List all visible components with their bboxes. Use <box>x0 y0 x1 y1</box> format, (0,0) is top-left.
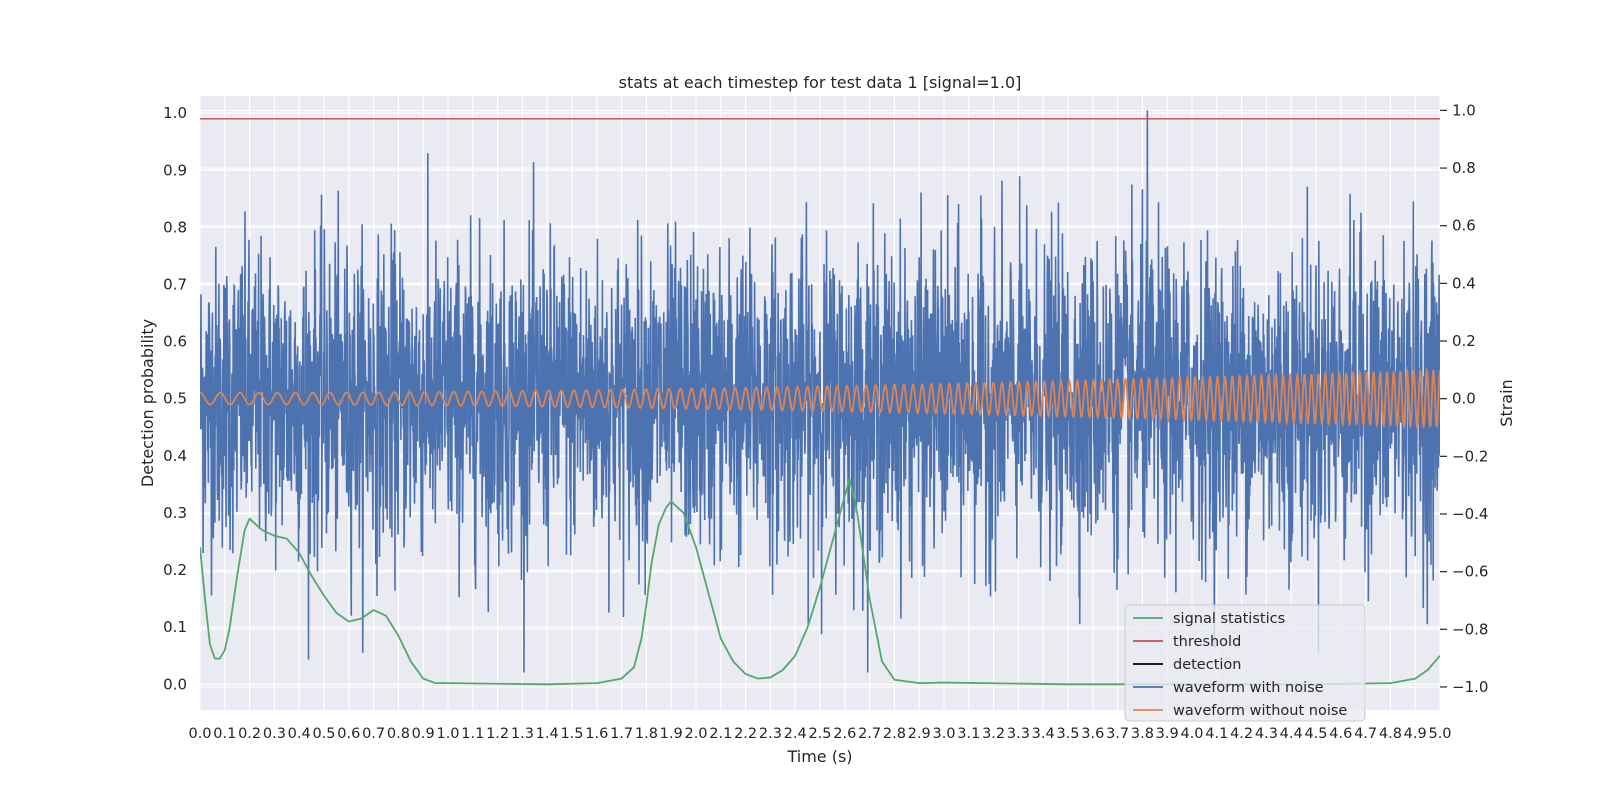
right-y-axis: −1.0 −0.8 −0.6 −0.4 −0.2 0.0 0.2 0.4 0.6 0.8 1.0 <box>1440 101 1488 696</box>
left-y-tick-label: 0.2 <box>163 561 187 579</box>
legend: signal statistics threshold detection wavef… <box>1124 604 1366 722</box>
left-y-tick-label: 0.9 <box>163 161 187 179</box>
x-tick-label: 1.0 <box>436 726 459 742</box>
x-tick-label: 2.1 <box>709 726 732 742</box>
x-tick-label: 2.5 <box>808 726 831 742</box>
x-tick-label: 0.2 <box>238 726 261 742</box>
x-axis-title: Time (s) <box>786 747 852 766</box>
right-y-tick-label: 0.4 <box>1452 274 1476 292</box>
x-tick-label: 1.7 <box>610 726 633 742</box>
x-tick-label: 0.1 <box>213 726 236 742</box>
x-tick-label: 2.0 <box>684 726 707 742</box>
left-y-tick-label: 0.0 <box>163 675 187 693</box>
legend-label: detection <box>1173 657 1241 673</box>
right-y-tick-label: −1.0 <box>1452 678 1488 696</box>
x-tick-label: 1.6 <box>585 726 608 742</box>
x-tick-label: 4.3 <box>1255 726 1278 742</box>
legend-label: waveform without noise <box>1173 703 1347 719</box>
x-tick-label: 0.8 <box>387 726 410 742</box>
x-tick-label: 2.8 <box>883 726 906 742</box>
x-tick-label: 2.2 <box>734 726 757 742</box>
right-y-tick-label: −0.6 <box>1452 563 1488 581</box>
x-tick-label: 0.0 <box>188 726 211 742</box>
left-y-axis: 0.0 0.1 0.2 0.3 0.4 0.5 0.6 0.7 0.8 0.9 1.0 <box>163 104 187 693</box>
left-y-tick-label: 0.7 <box>163 275 187 293</box>
right-y-tick-label: −0.2 <box>1452 447 1488 465</box>
right-y-tick-label: 1.0 <box>1452 101 1476 119</box>
x-tick-label: 0.9 <box>412 726 435 742</box>
x-tick-label: 1.3 <box>511 726 534 742</box>
x-axis: 0.0 0.1 0.2 0.3 0.4 0.5 0.6 0.7 0.8 0.9 1.0 1.1 1.2 1… <box>188 726 1451 742</box>
x-tick-label: 0.3 <box>263 726 286 742</box>
x-tick-label: 3.9 <box>1156 726 1179 742</box>
right-y-tick-label: −0.4 <box>1452 505 1488 523</box>
left-y-tick-label: 0.8 <box>163 218 187 236</box>
x-tick-label: 2.4 <box>784 726 807 742</box>
left-y-tick-label: 0.3 <box>163 504 187 522</box>
x-tick-label: 4.9 <box>1404 726 1427 742</box>
x-tick-label: 1.2 <box>486 726 509 742</box>
x-tick-label: 1.5 <box>560 726 583 742</box>
right-y-tick-label: 0.6 <box>1452 217 1476 235</box>
chart-title: stats at each timestep for test data 1 [… <box>619 73 1022 92</box>
x-tick-label: 1.1 <box>461 726 484 742</box>
x-tick-label: 4.5 <box>1304 726 1327 742</box>
waveform-without-noise-line <box>200 367 1440 430</box>
waveform-with-noise-line <box>200 110 1440 673</box>
right-y-tick-label: 0.0 <box>1452 390 1476 408</box>
legend-label: waveform with noise <box>1173 680 1324 696</box>
x-tick-label: 4.0 <box>1180 726 1203 742</box>
x-tick-label: 1.8 <box>635 726 658 742</box>
x-tick-label: 3.1 <box>957 726 980 742</box>
left-y-tick-label: 0.6 <box>163 333 187 351</box>
x-tick-label: 3.4 <box>1032 726 1055 742</box>
x-tick-label: 3.7 <box>1106 726 1129 742</box>
x-tick-label: 0.5 <box>312 726 335 742</box>
x-tick-label: 4.4 <box>1280 726 1303 742</box>
x-tick-label: 2.6 <box>833 726 856 742</box>
x-tick-label: 2.9 <box>908 726 931 742</box>
series-layer <box>200 110 1440 686</box>
left-y-tick-label: 1.0 <box>163 104 187 122</box>
left-y-axis-title: Detection probability <box>138 319 157 487</box>
x-tick-label: 3.6 <box>1081 726 1104 742</box>
left-y-tick-label: 0.1 <box>163 618 187 636</box>
x-tick-label: 3.8 <box>1131 726 1154 742</box>
x-tick-label: 1.4 <box>536 726 559 742</box>
x-tick-label: 0.6 <box>337 726 360 742</box>
x-tick-label: 4.7 <box>1354 726 1377 742</box>
x-tick-label: 3.2 <box>982 726 1005 742</box>
x-tick-label: 3.0 <box>932 726 955 742</box>
left-y-tick-label: 0.4 <box>163 447 187 465</box>
x-tick-label: 2.7 <box>858 726 881 742</box>
legend-label: signal statistics <box>1173 611 1285 627</box>
x-tick-label: 3.5 <box>1056 726 1079 742</box>
x-tick-label: 4.1 <box>1205 726 1228 742</box>
legend-box <box>1124 604 1366 722</box>
x-tick-label: 4.6 <box>1329 726 1352 742</box>
right-y-tick-label: 0.8 <box>1452 159 1476 177</box>
x-tick-label: 0.7 <box>362 726 385 742</box>
x-tick-label: 1.9 <box>660 726 683 742</box>
x-tick-label: 0.4 <box>288 726 311 742</box>
signal-statistics-line <box>200 477 1440 686</box>
right-y-axis-title: Strain <box>1497 379 1516 426</box>
legend-label: threshold <box>1173 634 1241 650</box>
x-tick-label: 4.2 <box>1230 726 1253 742</box>
x-tick-label: 2.3 <box>759 726 782 742</box>
x-tick-label: 4.8 <box>1379 726 1402 742</box>
x-tick-label: 5.0 <box>1428 726 1451 742</box>
left-y-tick-label: 0.5 <box>163 390 187 408</box>
right-y-tick-label: 0.2 <box>1452 332 1476 350</box>
right-y-tick-label: −0.8 <box>1452 620 1488 638</box>
x-tick-label: 3.3 <box>1007 726 1030 742</box>
